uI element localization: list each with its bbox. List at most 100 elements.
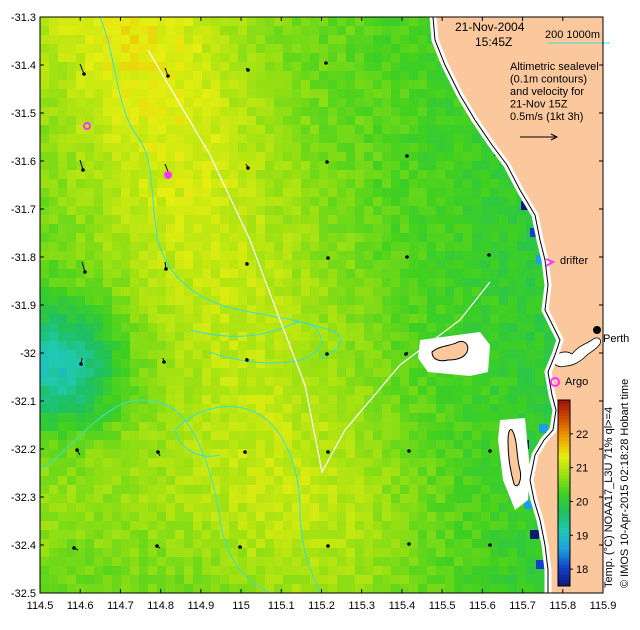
y-tick-label: -31.5 (11, 108, 36, 120)
y-tick-label: -32 (20, 348, 36, 360)
x-tick-label: 115.3 (348, 600, 375, 612)
velocity-vector-head (166, 74, 170, 78)
velocity-vector-head (326, 450, 330, 454)
velocity-vector-head (72, 546, 76, 550)
y-tick-label: -31.3 (11, 12, 36, 24)
velocity-vector-head (245, 262, 249, 266)
drifter-marker (545, 258, 556, 267)
sst-anomaly-pixel (536, 560, 545, 569)
velocity-vector-head (156, 450, 160, 454)
argo-float-marker (164, 171, 172, 179)
x-tick-label: 115 (232, 600, 250, 612)
colorbar-tick-label: 18 (576, 564, 588, 576)
credit-text: © IMOS 10-Apr-2015 02:18:28 Hobart time (619, 379, 631, 588)
velocity-vector-head (407, 542, 411, 546)
info-line: (0.1m contours) (510, 74, 587, 86)
velocity-vector-head (164, 267, 168, 271)
argo-float-marker (83, 122, 91, 130)
x-tick-label: 114.6 (67, 600, 94, 612)
velocity-vector-head (325, 160, 329, 164)
velocity-vector-head (488, 449, 492, 453)
velocity-vector-head (82, 72, 86, 76)
x-tick-label: 114.9 (187, 600, 214, 612)
velocity-vector-head (245, 358, 249, 362)
info-line: Altimetric sealevel (510, 61, 599, 73)
colorbar-tick-label: 22 (576, 429, 588, 441)
rottnest-island (431, 341, 469, 362)
velocity-vector-head (246, 166, 250, 170)
velocity-vector-head (246, 68, 250, 72)
bathymetry-legend-label: 200 1000m (545, 29, 600, 41)
velocity-vector-head (326, 256, 330, 260)
time-label: 15:45Z (475, 35, 512, 49)
info-line: and velocity for (510, 86, 584, 98)
x-axis: 114.5 114.6 114.7 114.8 114.9 115 115.1 115.2 11… (27, 17, 617, 612)
velocity-vectors (72, 61, 492, 551)
y-tick-label: -32.1 (11, 396, 36, 408)
vessel-track (147, 49, 491, 474)
contour-line (40, 399, 271, 593)
contour-line (99, 17, 342, 359)
perth-city-dot (593, 326, 601, 334)
colorbar: 18 19 20 21 22 Temp. (°C) NOAA17_L3U 71% ql>=… (557, 399, 615, 588)
sealevel-contours (40, 17, 342, 593)
y-tick-label: -32.5 (11, 588, 36, 600)
y-tick-label: -32.3 (11, 492, 36, 504)
x-tick-label: 115.5 (429, 600, 456, 612)
x-tick-label: 114.5 (27, 600, 54, 612)
sst-anomaly-pixel (536, 255, 545, 264)
y-tick-label: -31.9 (11, 300, 36, 312)
velocity-vector-head (155, 544, 159, 548)
contour-line (189, 322, 322, 364)
x-tick-label: 115.1 (268, 600, 295, 612)
velocity-vector-head (75, 448, 79, 452)
sst-anomaly-pixel (530, 228, 539, 237)
colorbar-tick-label: 20 (576, 496, 588, 508)
coastline (432, 17, 561, 593)
velocity-vector-head (404, 352, 408, 356)
sst-anomaly-pixel (539, 424, 548, 433)
y-tick-label: -31.4 (11, 60, 36, 72)
argo-float-marker (550, 377, 560, 387)
velocity-vector-head (325, 352, 329, 356)
velocity-vector-head (324, 61, 328, 65)
swan-river (551, 337, 601, 368)
velocity-vector-head (81, 168, 85, 172)
argo-label: Argo (565, 376, 588, 388)
drifter-label: drifter (560, 255, 588, 267)
contour-line (174, 406, 321, 593)
velocity-vector-head (488, 543, 492, 547)
x-tick-label: 115.8 (549, 600, 576, 612)
colorbar-tick-label: 21 (576, 463, 588, 475)
velocity-vector-head (405, 255, 409, 259)
info-line: 21-Nov 15Z (510, 99, 568, 111)
x-tick-label: 115.4 (389, 600, 416, 612)
velocity-vector-head (405, 154, 409, 158)
x-tick-label: 114.8 (147, 600, 174, 612)
velocity-vector-head (407, 449, 411, 453)
x-tick-label: 115.6 (469, 600, 496, 612)
contour-line (174, 429, 221, 457)
x-tick-label: 115.7 (509, 600, 536, 612)
y-tick-label: -31.8 (11, 252, 36, 264)
y-tick-label: -32.4 (11, 540, 36, 552)
sst-anomaly-pixel (524, 500, 533, 509)
colorbar-title: Temp. (°C) NOAA17_L3U 71% ql>=4 (603, 407, 615, 588)
velocity-vector-head (83, 270, 87, 274)
garden-island (507, 429, 521, 487)
x-tick-label: 115.9 (590, 600, 617, 612)
velocity-vector-head (79, 362, 83, 366)
y-tick-label: -32.2 (11, 444, 36, 456)
velocity-vector-head (238, 545, 242, 549)
y-tick-label: -31.7 (11, 204, 36, 216)
info-box: Altimetric sealevel(0.1m contours)and ve… (510, 61, 599, 123)
date-label: 21-Nov-2004 (455, 20, 525, 34)
velocity-vector-head (326, 544, 330, 548)
y-axis: -31.3 -31.4 -31.5 -31.6 -31.7 -31.8 -31.9 -32 -3… (11, 12, 603, 600)
x-tick-label: 114.7 (107, 600, 134, 612)
velocity-vector-head (162, 360, 166, 364)
perth-label: Perth (603, 333, 629, 345)
info-line: 0.5m/s (1kt 3h) (510, 111, 583, 123)
y-tick-label: -31.6 (11, 156, 36, 168)
